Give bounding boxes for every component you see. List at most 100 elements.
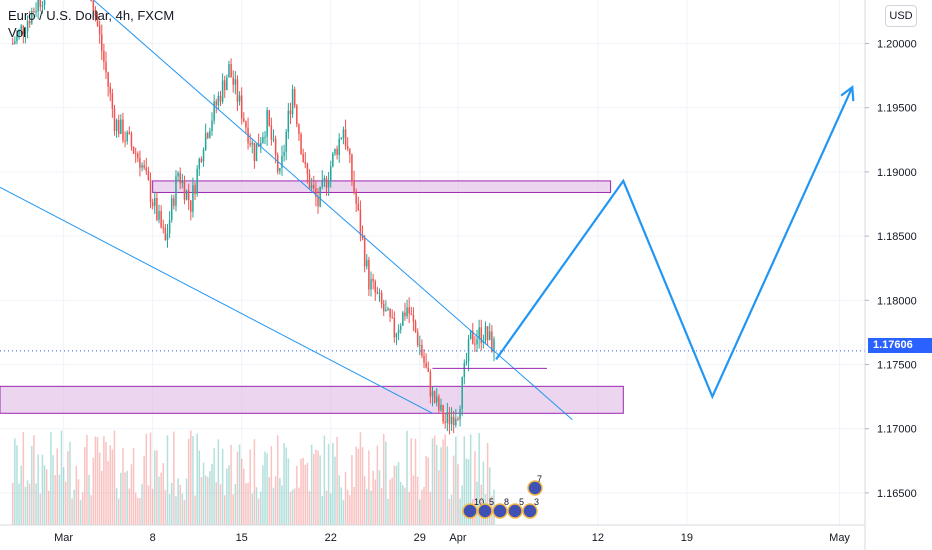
volume-bar — [293, 488, 296, 525]
candle-body — [207, 133, 209, 138]
candle-body — [340, 138, 343, 140]
volume-bar — [440, 447, 442, 525]
candle-body — [198, 159, 201, 169]
currency-button[interactable]: USD — [885, 5, 917, 27]
volume-bar — [149, 432, 152, 525]
volume-bar — [366, 489, 368, 525]
volume-bar — [217, 439, 220, 525]
volume-bar — [183, 499, 186, 525]
candle-body — [132, 146, 135, 154]
candle-body — [319, 186, 321, 207]
volume-bar — [124, 472, 126, 525]
volume-bar — [187, 438, 190, 525]
candle-body — [111, 93, 114, 109]
volume-bar — [202, 462, 205, 525]
candle-body — [170, 198, 173, 221]
volume-bar — [45, 469, 48, 525]
candle-body — [160, 210, 162, 228]
x-tick-label: 22 — [325, 532, 337, 544]
candle-body — [117, 120, 120, 134]
candle-body — [431, 391, 434, 397]
x-tick-label: 19 — [681, 532, 693, 544]
candle-body — [179, 172, 181, 184]
candle-body — [404, 312, 406, 317]
candle-body — [327, 180, 330, 188]
candle-body — [92, 0, 95, 11]
volume-bar — [274, 476, 277, 525]
volume-bar — [389, 479, 391, 525]
candle-body — [478, 327, 480, 340]
volume-bar — [260, 491, 262, 525]
volume-bar — [79, 499, 82, 525]
volume-bar — [223, 495, 226, 525]
volume-bar — [446, 446, 449, 525]
candle-body — [459, 408, 461, 420]
candle-body — [196, 168, 198, 194]
volume-bar — [253, 439, 256, 525]
candle-body — [484, 326, 487, 341]
x-tick-label: May — [829, 532, 850, 544]
volume-bar — [130, 464, 133, 525]
volume-bar — [35, 483, 37, 525]
volume-bar — [268, 477, 271, 525]
candle-body — [435, 396, 438, 403]
candle-body — [209, 131, 211, 138]
candle-body — [474, 343, 476, 345]
event-markers[interactable]: 10 5 8 5 37 — [462, 474, 543, 519]
candle-body — [274, 138, 277, 156]
candle-body — [137, 153, 139, 159]
event-count: 5 — [489, 497, 494, 507]
candle-body — [18, 29, 20, 35]
candle-body — [168, 220, 171, 234]
volume-bar — [425, 456, 427, 525]
candle-body — [126, 132, 128, 142]
volume-bar — [266, 453, 268, 525]
candle-body — [402, 312, 404, 326]
zones[interactable] — [0, 180, 624, 414]
supply-demand-zone — [152, 180, 612, 193]
volume-bar — [397, 461, 400, 525]
candle-body — [389, 308, 391, 318]
volume-bar — [41, 454, 44, 525]
volume-bar — [342, 499, 345, 525]
candle-body — [399, 325, 402, 330]
volume-bar — [276, 435, 279, 525]
candle-body — [177, 172, 179, 177]
volume-bar — [306, 462, 309, 525]
volume-bar — [270, 446, 273, 525]
volume-bar — [421, 489, 423, 525]
candle-body — [154, 198, 156, 206]
candle-body — [412, 314, 415, 322]
candle-body — [393, 317, 396, 338]
volume-bar — [465, 458, 468, 525]
volume-bar — [234, 483, 237, 525]
candle-body — [476, 339, 478, 345]
event-count: 3 — [534, 497, 539, 507]
projection-path[interactable] — [495, 85, 855, 400]
volume-bar — [204, 475, 207, 525]
volume-bar — [408, 491, 410, 525]
volume-bar — [395, 465, 398, 525]
trend-lines[interactable] — [0, 0, 865, 421]
volume-bar — [92, 457, 95, 525]
volume-bar — [340, 487, 343, 525]
candle-body — [115, 120, 118, 131]
candle-body — [346, 146, 349, 150]
volume-bar — [302, 457, 304, 525]
volume-bar — [370, 490, 372, 525]
volume-bar — [33, 435, 35, 525]
candle-body — [41, 5, 44, 7]
volume-bar — [402, 485, 404, 525]
event-count: 5 — [519, 497, 524, 507]
x-tick-label: 12 — [592, 532, 604, 544]
candle-body — [488, 331, 491, 340]
candle-body — [296, 105, 298, 125]
candle-body — [419, 344, 421, 346]
volume-bar — [313, 453, 315, 525]
candle-body — [308, 174, 311, 189]
candle-body — [310, 184, 313, 189]
candle-body — [103, 50, 105, 62]
candle-body — [480, 327, 483, 343]
volume-bar — [378, 470, 381, 525]
